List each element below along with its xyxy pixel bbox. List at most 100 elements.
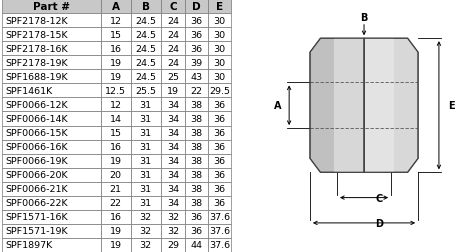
Bar [131, 112, 161, 126]
Text: D: D [192, 2, 201, 12]
Bar [161, 140, 185, 154]
Bar [161, 84, 185, 98]
Bar [2, 126, 101, 140]
Text: 12: 12 [110, 17, 122, 25]
Text: 37.6: 37.6 [209, 240, 230, 249]
Bar [131, 140, 161, 154]
Text: 19: 19 [110, 227, 122, 235]
Text: 34: 34 [167, 171, 179, 179]
Text: A: A [112, 2, 120, 12]
Text: 30: 30 [214, 17, 226, 25]
Bar [208, 84, 231, 98]
Text: E: E [448, 101, 455, 111]
Bar [208, 42, 231, 56]
Bar [101, 154, 131, 168]
Bar [208, 56, 231, 70]
Bar [131, 98, 161, 112]
Polygon shape [310, 39, 364, 173]
Bar [101, 42, 131, 56]
Bar [101, 210, 131, 224]
Bar [2, 0, 101, 14]
Bar [131, 42, 161, 56]
Text: 19: 19 [110, 156, 122, 166]
Bar [101, 98, 131, 112]
Bar [185, 0, 208, 14]
Text: D: D [375, 218, 383, 228]
Text: 29.5: 29.5 [209, 86, 230, 96]
Bar [2, 42, 101, 56]
Text: 29: 29 [167, 240, 179, 249]
Bar [208, 98, 231, 112]
Bar [101, 84, 131, 98]
Bar [208, 238, 231, 252]
Bar [131, 182, 161, 196]
Bar [101, 56, 131, 70]
Bar [131, 56, 161, 70]
Bar [161, 98, 185, 112]
Text: 15: 15 [110, 129, 122, 138]
Text: 24.5: 24.5 [135, 17, 156, 25]
Bar [161, 56, 185, 70]
Text: 15: 15 [110, 30, 122, 40]
Text: 19: 19 [110, 58, 122, 68]
Text: SPF2178-19K: SPF2178-19K [6, 58, 68, 68]
Text: 38: 38 [191, 199, 203, 207]
Text: 34: 34 [167, 143, 179, 151]
Text: 34: 34 [167, 184, 179, 194]
Bar [161, 238, 185, 252]
Bar [2, 196, 101, 210]
Text: 22: 22 [191, 86, 202, 96]
Polygon shape [364, 39, 418, 173]
Text: SPF1571-19K: SPF1571-19K [6, 227, 68, 235]
Bar [161, 70, 185, 84]
Text: 36: 36 [191, 212, 203, 222]
Text: SPF2178-12K: SPF2178-12K [6, 17, 68, 25]
Text: 36: 36 [214, 156, 226, 166]
Text: SPF1461K: SPF1461K [6, 86, 53, 96]
Bar [208, 126, 231, 140]
Text: 25.5: 25.5 [135, 86, 156, 96]
Text: 31: 31 [140, 156, 152, 166]
Bar [185, 112, 208, 126]
Text: 31: 31 [140, 114, 152, 123]
Text: 20: 20 [110, 171, 122, 179]
Text: 36: 36 [214, 129, 226, 138]
Text: SPF0066-14K: SPF0066-14K [6, 114, 68, 123]
Text: SPF1897K: SPF1897K [6, 240, 53, 249]
Bar [131, 28, 161, 42]
Text: 36: 36 [214, 171, 226, 179]
Bar [131, 70, 161, 84]
Text: 24: 24 [167, 30, 179, 40]
Text: 38: 38 [191, 156, 203, 166]
Polygon shape [334, 39, 364, 173]
Bar [2, 168, 101, 182]
Text: SPF0066-21K: SPF0066-21K [6, 184, 68, 194]
Text: 37.6: 37.6 [209, 227, 230, 235]
Text: 32: 32 [167, 212, 179, 222]
Text: SPF0066-15K: SPF0066-15K [6, 129, 68, 138]
Bar [131, 14, 161, 28]
Bar [2, 210, 101, 224]
Text: 37.6: 37.6 [209, 212, 230, 222]
Text: 36: 36 [214, 114, 226, 123]
Text: 44: 44 [191, 240, 202, 249]
Bar [131, 0, 161, 14]
Bar [2, 154, 101, 168]
Bar [131, 168, 161, 182]
Text: 34: 34 [167, 114, 179, 123]
Bar [161, 0, 185, 14]
Bar [2, 84, 101, 98]
Text: SPF1688-19K: SPF1688-19K [6, 73, 68, 81]
Bar [185, 196, 208, 210]
Bar [185, 42, 208, 56]
Text: 12.5: 12.5 [105, 86, 126, 96]
Text: SPF0066-22K: SPF0066-22K [6, 199, 68, 207]
Bar [185, 84, 208, 98]
Text: 34: 34 [167, 129, 179, 138]
Bar [185, 14, 208, 28]
Polygon shape [364, 39, 394, 173]
Bar [208, 112, 231, 126]
Text: 36: 36 [191, 17, 203, 25]
Text: 21: 21 [110, 184, 122, 194]
Text: C: C [375, 193, 383, 203]
